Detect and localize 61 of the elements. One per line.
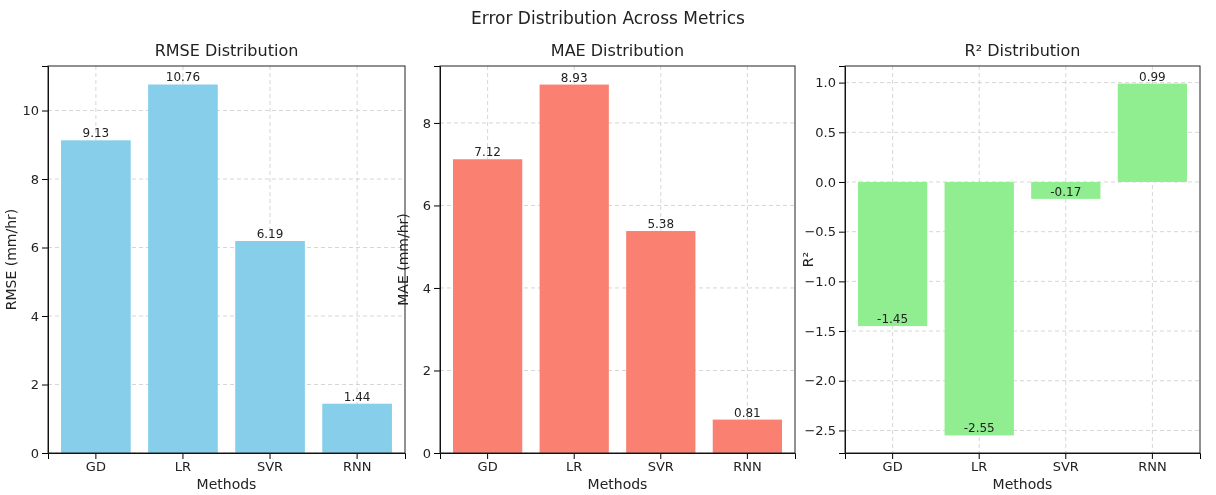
- bar: [235, 241, 305, 453]
- x-tick-label: SVR: [1052, 459, 1079, 475]
- y-tick-label: 8: [30, 171, 39, 187]
- data-label: -1.45: [877, 312, 909, 327]
- bar: [322, 403, 392, 453]
- y-tick-label: 6: [30, 240, 39, 256]
- y-tick-label: 2: [30, 377, 39, 393]
- data-label: 1.44: [343, 389, 371, 404]
- bar: [61, 140, 131, 453]
- x-tick-label: LR: [971, 459, 988, 475]
- data-label: 0.81: [734, 405, 761, 420]
- y-tick-label: 0: [30, 445, 39, 461]
- chart-title: RMSE Distribution: [154, 41, 299, 60]
- x-axis-title: Methods: [587, 476, 648, 492]
- bar: [626, 231, 696, 453]
- data-label: 5.38: [647, 217, 675, 232]
- y-tick-label: 6: [422, 198, 431, 214]
- bar: [539, 84, 609, 453]
- text: Error Distribution Across Metrics: [471, 8, 746, 28]
- y-tick-label: 2: [422, 363, 431, 379]
- y-tick-label: 10: [22, 103, 39, 119]
- data-label: 6.19: [256, 227, 284, 242]
- x-tick-label: SVR: [256, 459, 284, 475]
- x-tick-label: LR: [174, 459, 192, 475]
- data-label: 10.76: [165, 70, 201, 85]
- data-label: 8.93: [560, 70, 588, 85]
- chart-title: R² Distribution: [964, 41, 1081, 60]
- y-tick-label: 0: [422, 445, 431, 461]
- data-label: -0.17: [1050, 184, 1082, 199]
- y-axis-title: R²: [800, 251, 816, 268]
- y-tick-label: −1.5: [804, 323, 836, 339]
- x-tick-label: LR: [566, 459, 583, 475]
- y-tick-label: 8: [422, 115, 431, 131]
- y-tick-label: −2.5: [804, 423, 836, 439]
- y-tick-label: −0.5: [804, 224, 836, 240]
- x-axis-title: Methods: [196, 476, 257, 492]
- data-label: 0.99: [1139, 69, 1166, 84]
- x-tick-label: SVR: [647, 459, 674, 475]
- data-label: 7.12: [474, 145, 501, 160]
- data-label: -2.55: [963, 421, 995, 436]
- y-tick-label: 0.0: [815, 174, 836, 190]
- x-tick-label: GD: [477, 459, 498, 475]
- x-tick-label: RNN: [733, 459, 762, 475]
- y-tick-label: 4: [30, 308, 39, 324]
- bar: [148, 84, 218, 453]
- y-tick-label: 4: [422, 280, 431, 296]
- y-tick-label: −1.0: [804, 274, 836, 290]
- y-axis-title: RMSE (mm/hr): [3, 208, 19, 311]
- bar: [452, 159, 523, 453]
- x-tick-label: GD: [85, 459, 106, 475]
- x-tick-label: GD: [882, 459, 903, 475]
- bar: [712, 419, 783, 453]
- data-label: 9.13: [82, 126, 110, 141]
- y-tick-label: 1.0: [815, 75, 836, 91]
- chart-title: MAE Distribution: [550, 41, 685, 60]
- y-axis-title: MAE (mm/hr): [395, 213, 411, 306]
- x-tick-label: RNN: [342, 459, 372, 475]
- x-tick-label: RNN: [1138, 459, 1167, 475]
- y-tick-label: 0.5: [815, 124, 836, 140]
- y-tick-label: −2.0: [804, 373, 836, 389]
- x-axis-title: Methods: [992, 476, 1053, 492]
